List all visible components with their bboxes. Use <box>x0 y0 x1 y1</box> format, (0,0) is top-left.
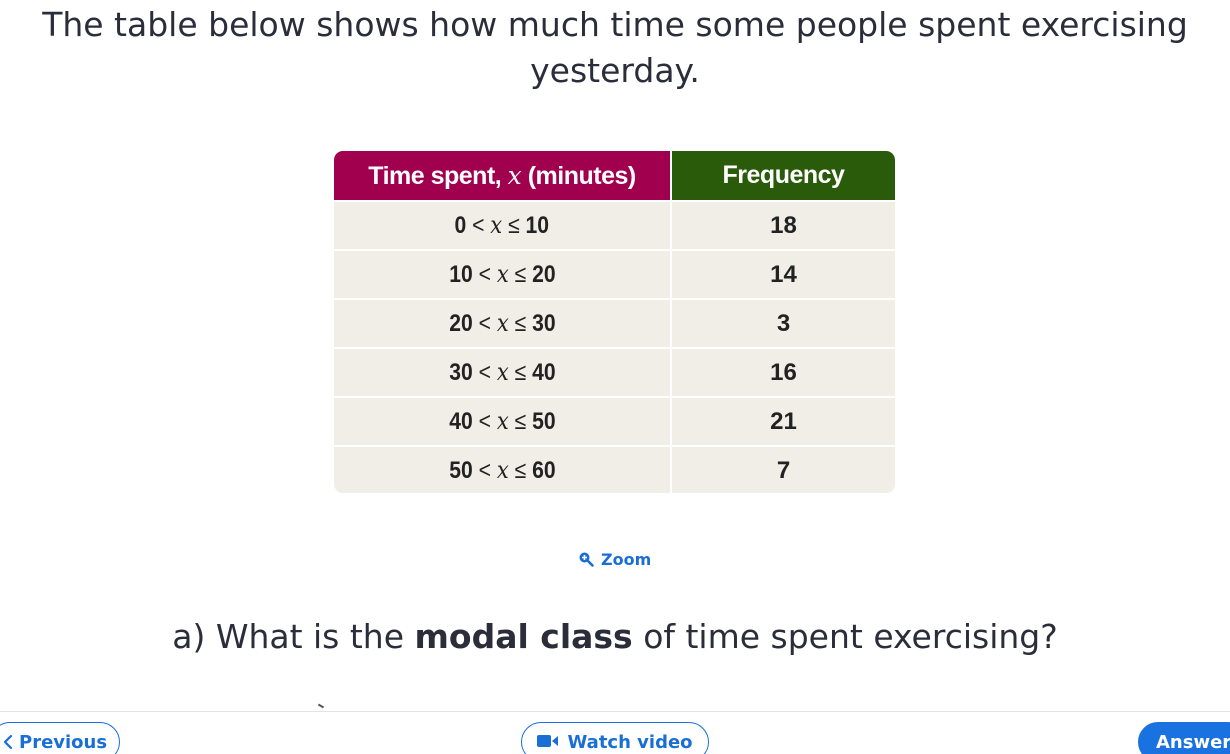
answer-label: Answer <box>1156 732 1230 753</box>
class-interval: 20 < x ≤ 30 <box>449 309 555 338</box>
zoom-in-icon <box>579 552 594 567</box>
intro-text: The table below shows how much time some… <box>42 5 1188 90</box>
interval-lower-bound: 0 <box>454 212 467 239</box>
less-or-equal-symbol: ≤ <box>508 408 532 435</box>
frequency-cell: 7 <box>671 445 895 493</box>
table-row: 20 < x ≤ 30 3 <box>334 298 895 348</box>
class-interval-cell: 50 < x ≤ 60 <box>334 445 672 493</box>
question-suffix: of time spent exercising? <box>632 617 1058 656</box>
interval-variable: x <box>496 358 509 386</box>
zoom-button[interactable]: Zoom <box>578 546 651 572</box>
less-or-equal-symbol: ≤ <box>508 359 532 386</box>
class-interval-cell: 0 < x ≤ 10 <box>334 200 672 250</box>
table-row: 30 < x ≤ 40 16 <box>334 347 895 397</box>
header-time-suffix: (minutes) <box>521 161 637 190</box>
less-than-symbol: < <box>472 261 497 288</box>
class-interval-cell: 10 < x ≤ 20 <box>334 249 672 299</box>
footer-divider <box>0 711 1230 712</box>
interval-upper-bound: 50 <box>531 408 556 435</box>
frequency-table: Time spent, x (minutes) Frequency 0 < x … <box>334 151 895 493</box>
question-bold-term: modal class <box>414 617 633 656</box>
interval-lower-bound: 20 <box>448 310 473 337</box>
interval-variable: x <box>496 260 509 288</box>
class-interval-cell: 20 < x ≤ 30 <box>334 298 672 348</box>
less-than-symbol: < <box>472 457 497 484</box>
table-row: 0 < x ≤ 10 18 <box>334 200 895 250</box>
frequency-cell: 18 <box>671 200 895 250</box>
less-or-equal-symbol: ≤ <box>508 261 532 288</box>
class-interval: 30 < x ≤ 40 <box>449 358 555 387</box>
frequency-cell: 21 <box>671 396 895 446</box>
less-than-symbol: < <box>466 212 491 239</box>
less-or-equal-symbol: ≤ <box>508 457 532 484</box>
table-header-row: Time spent, x (minutes) Frequency <box>334 151 895 201</box>
previous-button[interactable]: Previous <box>0 722 120 754</box>
zoom-label: Zoom <box>601 549 652 569</box>
less-than-symbol: < <box>472 310 497 337</box>
class-interval: 50 < x ≤ 60 <box>449 456 555 485</box>
tick-mark <box>317 703 325 709</box>
frequency-cell: 14 <box>671 249 895 299</box>
video-camera-icon <box>537 735 559 747</box>
header-variable: x <box>507 160 522 190</box>
interval-upper-bound: 40 <box>531 359 556 386</box>
class-interval-cell: 30 < x ≤ 40 <box>334 347 672 397</box>
less-or-equal-symbol: ≤ <box>508 310 532 337</box>
previous-label: Previous <box>19 732 108 753</box>
header-frequency: Frequency <box>671 151 895 201</box>
class-interval: 0 < x ≤ 10 <box>455 211 550 240</box>
interval-upper-bound: 30 <box>531 310 556 337</box>
interval-variable: x <box>490 211 503 239</box>
interval-lower-bound: 40 <box>448 408 473 435</box>
less-than-symbol: < <box>472 408 497 435</box>
header-time-prefix: Time spent, <box>368 161 508 190</box>
interval-variable: x <box>496 309 509 337</box>
interval-variable: x <box>496 407 509 435</box>
less-than-symbol: < <box>472 359 497 386</box>
frequency-cell: 16 <box>671 347 895 397</box>
interval-upper-bound: 20 <box>531 261 556 288</box>
frequency-cell: 3 <box>671 298 895 348</box>
question-prefix: a) What is the <box>172 617 415 656</box>
table-row: 10 < x ≤ 20 14 <box>334 249 895 299</box>
answer-button[interactable]: Answer <box>1138 722 1230 754</box>
class-interval-cell: 40 < x ≤ 50 <box>334 396 672 446</box>
chevron-left-icon <box>3 734 13 750</box>
table-row: 40 < x ≤ 50 21 <box>334 396 895 446</box>
table-row: 50 < x ≤ 60 7 <box>334 445 895 493</box>
watch-video-label: Watch video <box>567 732 693 753</box>
header-time-spent: Time spent, x (minutes) <box>334 151 672 201</box>
question-text: a) What is the modal class of time spent… <box>20 614 1210 660</box>
interval-upper-bound: 10 <box>525 212 550 239</box>
interval-lower-bound: 10 <box>448 261 473 288</box>
frequency-table-wrapper: Time spent, x (minutes) Frequency 0 < x … <box>334 151 895 493</box>
interval-upper-bound: 60 <box>531 457 556 484</box>
interval-lower-bound: 30 <box>448 359 473 386</box>
interval-lower-bound: 50 <box>448 457 473 484</box>
class-interval: 40 < x ≤ 50 <box>449 407 555 436</box>
less-or-equal-symbol: ≤ <box>502 212 526 239</box>
interval-variable: x <box>496 456 509 484</box>
watch-video-button[interactable]: Watch video <box>521 722 709 754</box>
class-interval: 10 < x ≤ 20 <box>449 260 555 289</box>
